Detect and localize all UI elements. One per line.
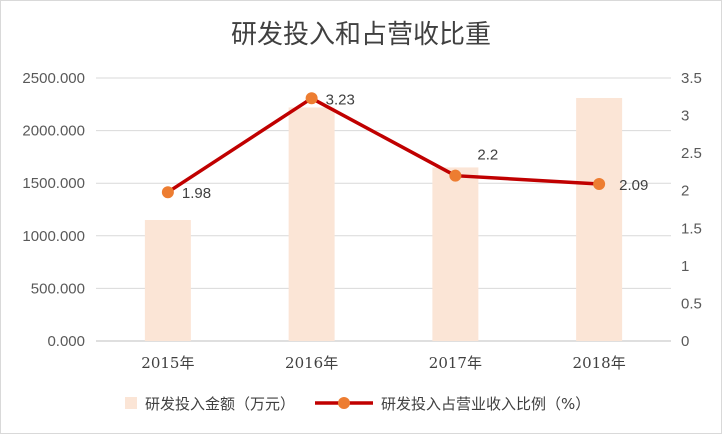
category-axis: 2015年 2016年 2017年 2018年 (141, 354, 625, 372)
line-point (593, 177, 606, 190)
series-line (166, 96, 600, 194)
left-axis-ticks: 0.000 500.000 1000.000 1500.000 2000.000 2500… (22, 70, 85, 350)
line-point (161, 186, 174, 199)
data-label: 2.2 (477, 147, 498, 164)
bar (576, 97, 623, 341)
bar-series (144, 97, 623, 342)
right-tick-label: 2.5 (681, 145, 702, 162)
right-tick-label: 2 (681, 183, 689, 200)
left-tick-label: 1000.000 (22, 228, 85, 245)
category-label: 2018年 (573, 354, 626, 372)
line-point (449, 169, 462, 182)
grid-lines (96, 77, 671, 342)
legend-line-marker (338, 397, 350, 409)
right-tick-label: 1 (681, 258, 689, 275)
right-tick-label: 1.5 (681, 220, 702, 237)
legend: 研发投入金额（万元） 研发投入占营业收入比例（%） (125, 395, 590, 413)
left-tick-label: 2500.000 (22, 70, 85, 87)
left-tick-label: 2000.000 (22, 123, 85, 140)
right-tick-label: 0 (681, 333, 689, 350)
left-tick-label: 500.000 (31, 280, 85, 297)
category-label: 2015年 (141, 354, 194, 372)
data-label: 1.98 (182, 185, 211, 202)
bar (144, 220, 191, 341)
data-label: 3.23 (326, 91, 355, 108)
legend-line-label: 研发投入占营业收入比例（%） (381, 395, 590, 413)
chart-title: 研发投入和占营收比重 (231, 20, 491, 50)
line-point (305, 92, 318, 105)
right-tick-label: 0.5 (681, 295, 702, 312)
line-series: 1.98 3.23 2.2 2.09 (161, 91, 648, 202)
right-tick-label: 3 (681, 108, 689, 125)
right-tick-label: 3.5 (681, 70, 702, 87)
left-tick-label: 0.000 (47, 333, 85, 350)
bar (288, 107, 335, 342)
legend-bar-label: 研发投入金额（万元） (145, 395, 295, 413)
category-label: 2017年 (429, 354, 482, 372)
bar (432, 167, 479, 341)
legend-bar-swatch (125, 397, 137, 409)
category-label: 2016年 (285, 354, 338, 372)
left-tick-label: 1500.000 (22, 175, 85, 192)
data-label: 2.09 (619, 177, 648, 194)
right-axis-ticks: 0 0.5 1 1.5 2 2.5 3 3.5 (681, 70, 702, 350)
